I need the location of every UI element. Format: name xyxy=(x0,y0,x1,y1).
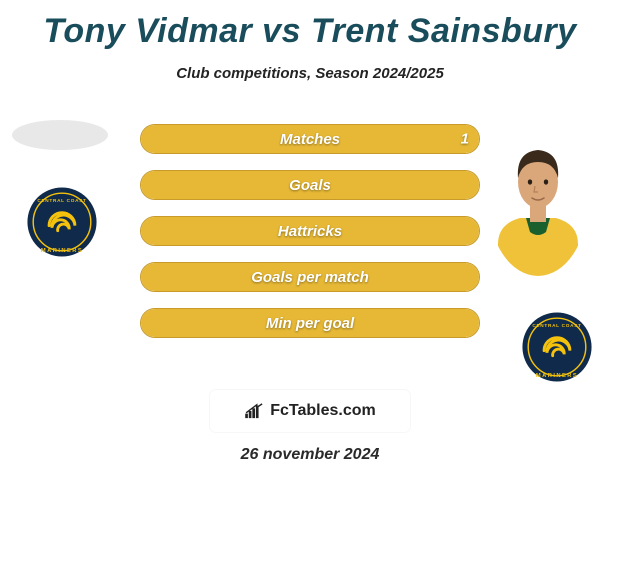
stat-label: Min per goal xyxy=(141,315,479,332)
stat-label: Hattricks xyxy=(141,223,479,240)
fctables-logo-icon xyxy=(244,403,266,419)
stat-value-right: 1 xyxy=(461,131,469,148)
stat-row: Matches1 xyxy=(140,124,480,154)
stat-label: Goals xyxy=(141,177,479,194)
subtitle: Club competitions, Season 2024/2025 xyxy=(0,65,620,82)
page-title: Tony Vidmar vs Trent Sainsbury xyxy=(0,0,620,51)
stat-row: Goals xyxy=(140,170,480,200)
stat-label: Goals per match xyxy=(141,269,479,286)
date-text: 26 november 2024 xyxy=(0,446,620,464)
stat-label: Matches xyxy=(141,131,479,148)
stat-row: Hattricks xyxy=(140,216,480,246)
stat-row: Min per goal xyxy=(140,308,480,338)
stat-rows: Matches1 Goals Hattricks Goals per match Min… xyxy=(140,124,480,354)
branding-text: FcTables.com xyxy=(270,402,376,420)
stat-row: Goals per match xyxy=(140,262,480,292)
branding-badge: FcTables.com xyxy=(210,390,410,432)
stats-area: Matches1 Goals Hattricks Goals per match Min… xyxy=(0,124,620,384)
